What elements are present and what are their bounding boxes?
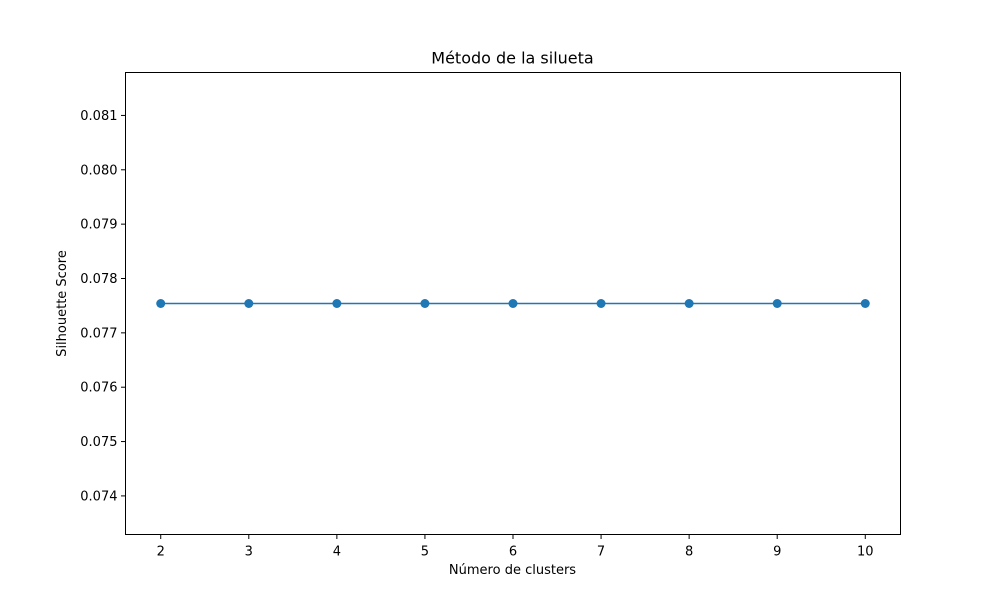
y-tick-label: 0.077 [80, 326, 117, 341]
data-point [772, 299, 782, 308]
data-point [156, 299, 166, 308]
data-point [860, 299, 870, 308]
x-tick-label: 4 [333, 545, 341, 560]
data-point [596, 299, 606, 308]
y-tick-label: 0.079 [80, 218, 117, 233]
y-tick-label: 0.078 [80, 272, 117, 287]
y-tick-label: 0.080 [80, 163, 117, 178]
x-tick-label: 3 [245, 545, 253, 560]
x-tick-label: 10 [857, 545, 874, 560]
data-point [508, 299, 518, 308]
x-tick-label: 2 [157, 545, 165, 560]
x-axis-label: Número de clusters [449, 563, 576, 578]
y-tick-label: 0.081 [80, 109, 117, 124]
x-tick-label: 8 [685, 545, 693, 560]
x-tick-label: 6 [509, 545, 517, 560]
chart-title: Método de la silueta [431, 49, 593, 68]
y-tick-label: 0.075 [80, 435, 117, 450]
data-point [244, 299, 254, 308]
x-tick-label: 5 [421, 545, 429, 560]
plot-area [156, 299, 870, 308]
data-point [684, 299, 694, 308]
data-point [332, 299, 342, 308]
y-tick-label: 0.074 [80, 489, 117, 504]
x-tick-label: 7 [597, 545, 605, 560]
x-tick-label: 9 [773, 545, 781, 560]
x-axis: 2 3 4 5 6 7 8 9 10 [157, 534, 874, 560]
y-tick-label: 0.076 [80, 381, 117, 396]
y-axis-label: Silhouette Score [55, 250, 70, 357]
data-point [420, 299, 430, 308]
y-axis: 0.074 0.075 0.076 0.077 0.078 0.079 0.080 0.081 [80, 109, 126, 504]
